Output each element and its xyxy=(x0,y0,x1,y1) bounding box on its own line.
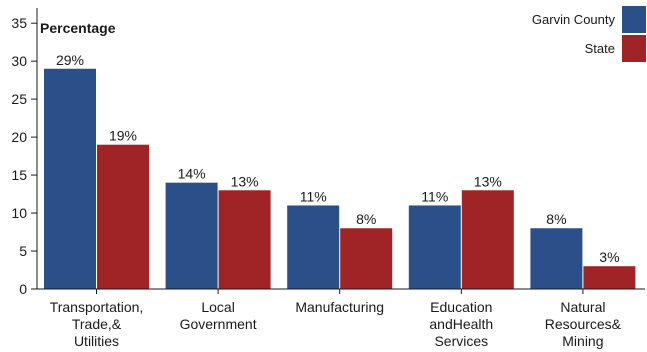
data-label: 3% xyxy=(599,249,619,265)
x-category-label-line: Resources& xyxy=(545,316,622,332)
x-category-label-line: Natural xyxy=(560,299,605,315)
y-tick-label: 15 xyxy=(11,167,27,183)
legend-label: State xyxy=(585,41,615,56)
bar-state-3 xyxy=(461,190,514,289)
x-category-label: Local Government xyxy=(180,299,257,332)
x-category-label-line: Education xyxy=(430,299,492,315)
x-category-label-line: Manufacturing xyxy=(295,299,384,315)
legend-swatch xyxy=(622,6,646,33)
legend: Garvin County State xyxy=(532,6,646,62)
y-axis: 0 5 10 15 20 25 30 35 xyxy=(11,8,38,297)
data-label: 13% xyxy=(231,173,259,189)
x-category-label: Transportation, Trade,& Utilities xyxy=(50,299,144,349)
data-labels: 29% 19% 14% 13% 11% 8% 11% 13% 8% 3% xyxy=(56,52,620,265)
x-category-label: Natural Resources& Mining xyxy=(545,299,622,349)
x-category-label-line: Local xyxy=(201,299,234,315)
x-category-label: Manufacturing xyxy=(295,299,384,315)
bar-state-1 xyxy=(218,190,271,289)
bar-garvin-county-1 xyxy=(165,182,218,289)
data-label: 8% xyxy=(356,211,376,227)
bar-state-0 xyxy=(97,144,149,289)
y-tick-label: 20 xyxy=(11,129,27,145)
data-label: 13% xyxy=(474,173,502,189)
data-label: 11% xyxy=(300,188,327,204)
x-category-label-line: andHealth xyxy=(429,316,493,332)
x-category-label-line: Transportation, xyxy=(50,299,144,315)
bar-garvin-county-4 xyxy=(530,228,583,289)
y-axis-label: Percentage xyxy=(40,20,116,36)
bar-state-4 xyxy=(583,266,636,289)
x-category-label-line: Utilities xyxy=(74,333,119,349)
x-axis: Transportation, Trade,& Utilities Local Gove… xyxy=(37,288,645,349)
x-category-label-line: Trade,& xyxy=(72,316,122,332)
data-label: 8% xyxy=(546,211,566,227)
x-category-label-line: Mining xyxy=(562,333,603,349)
y-tick-label: 0 xyxy=(19,281,27,297)
data-label: 29% xyxy=(56,52,84,68)
x-category-label-line: Services xyxy=(434,333,488,349)
x-category-label-line: Government xyxy=(180,316,257,332)
bar-garvin-county-3 xyxy=(408,205,461,289)
data-label: 11% xyxy=(421,188,448,204)
y-tick-label: 10 xyxy=(11,205,27,221)
data-label: 14% xyxy=(178,166,206,182)
data-label: 19% xyxy=(109,128,137,144)
legend-label: Garvin County xyxy=(532,12,616,27)
bars xyxy=(44,68,636,289)
y-tick-label: 25 xyxy=(11,91,27,107)
y-tick-label: 35 xyxy=(11,15,27,31)
bar-state-2 xyxy=(340,228,393,289)
legend-swatch xyxy=(622,35,646,62)
x-category-label: Education andHealth Services xyxy=(429,299,493,349)
y-tick-label: 30 xyxy=(11,53,27,69)
y-tick-label: 5 xyxy=(19,243,27,259)
bar-garvin-county-0 xyxy=(44,68,96,289)
bar-garvin-county-2 xyxy=(287,205,340,289)
